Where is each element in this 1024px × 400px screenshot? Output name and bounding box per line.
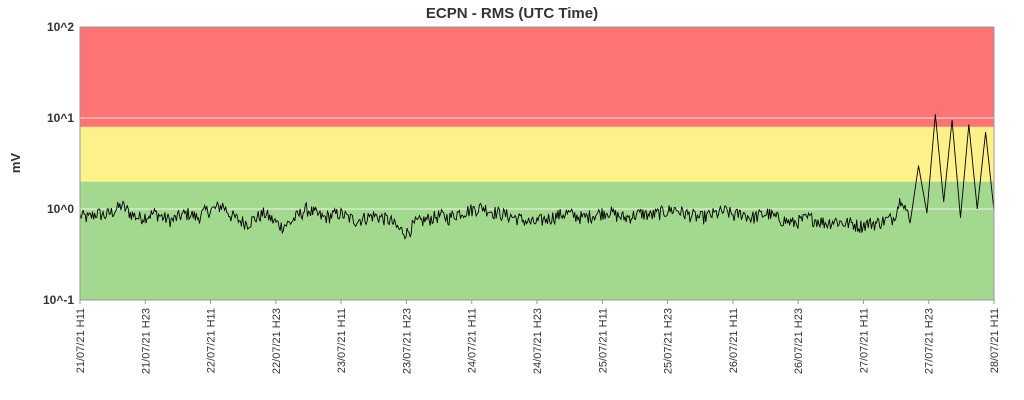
x-tick-label-10: 26/07/21 H11 — [728, 308, 740, 373]
series-group — [79, 114, 995, 240]
y-axis-label: mV — [8, 153, 23, 174]
x-tick-label-12: 27/07/21 H11 — [858, 308, 870, 373]
x-tick-label-11: 26/07/21 H23 — [793, 308, 805, 374]
x-tick-label-0: 21/07/21 H11 — [75, 308, 87, 373]
band-0 — [80, 181, 994, 300]
x-axis-ticks: 21/07/21 H11 21/07/21 H23 22/07/21 H11 22/0… — [75, 300, 1001, 374]
x-tick-label-7: 24/07/21 H23 — [532, 308, 544, 374]
x-tick-label-3: 22/07/21 H23 — [271, 308, 283, 374]
chart-title: ECPN - RMS (UTC Time) — [426, 5, 598, 22]
y-axis-ticks: 10^-1 10^0 10^1 10^2 — [43, 20, 74, 307]
x-tick-label-2: 22/07/21 H11 — [206, 308, 218, 373]
y-tick-label-0: 10^-1 — [43, 293, 74, 307]
x-tick-label-5: 23/07/21 H23 — [401, 308, 413, 374]
band-2 — [80, 27, 994, 127]
y-tick-label-1: 10^0 — [47, 202, 74, 216]
x-tick-label-13: 27/07/21 H23 — [924, 308, 936, 374]
x-tick-label-6: 24/07/21 H11 — [467, 308, 479, 373]
y-tick-label-3: 10^2 — [47, 20, 74, 34]
x-tick-label-4: 23/07/21 H11 — [336, 308, 348, 373]
x-tick-label-1: 21/07/21 H23 — [140, 308, 152, 374]
band-1 — [80, 126, 994, 182]
x-tick-label-14: 28/07/21 H11 — [989, 308, 1001, 373]
y-tick-label-2: 10^1 — [47, 111, 74, 125]
series-line — [79, 114, 995, 240]
grid-lines — [80, 117, 994, 210]
x-tick-label-8: 25/07/21 H11 — [597, 308, 609, 373]
x-tick-label-9: 25/07/21 H23 — [663, 308, 675, 374]
threshold-bands — [80, 27, 994, 300]
